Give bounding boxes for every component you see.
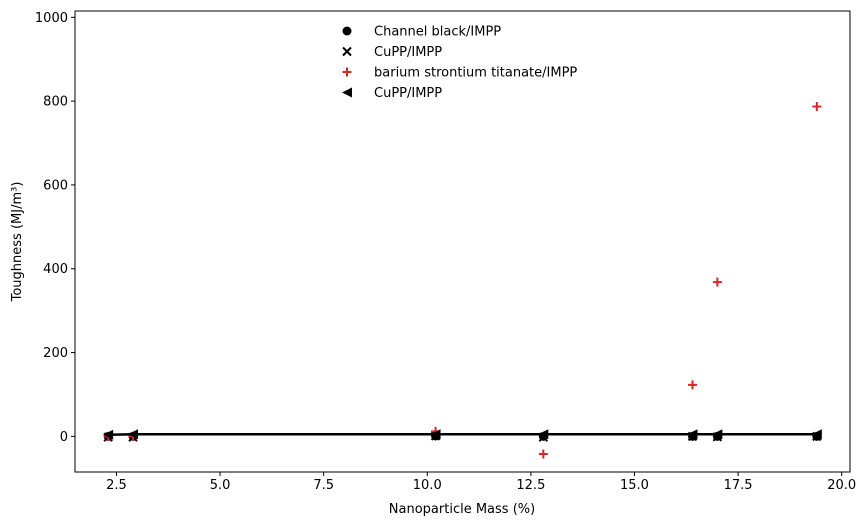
- legend-marker-shape: [342, 26, 352, 36]
- legend-label: CuPP/IMPP: [374, 45, 442, 60]
- data-point-shape: [538, 449, 548, 459]
- legend-marker: [342, 87, 352, 98]
- y-tick-label: 800: [43, 95, 68, 110]
- y-tick-label: 600: [43, 178, 68, 193]
- legend-marker: [342, 26, 352, 36]
- data-point: [538, 429, 549, 440]
- x-tick-label: 15.0: [620, 478, 649, 493]
- x-axis-label: Nanoparticle Mass (%): [389, 502, 535, 517]
- plot-area: [103, 102, 822, 459]
- series-3: [103, 429, 822, 440]
- data-point: [712, 429, 723, 440]
- legend-item: barium strontium titanate/IMPP: [342, 66, 577, 81]
- y-axis-label: Toughness (MJ/m³): [10, 182, 25, 303]
- x-tick-label: 7.5: [313, 478, 334, 493]
- legend-item: CuPP/IMPP: [342, 45, 442, 60]
- data-point-shape: [103, 429, 114, 440]
- legend-label: CuPP/IMPP: [374, 86, 442, 101]
- data-point: [128, 429, 139, 440]
- legend-marker-shape: [342, 67, 352, 77]
- data-point-shape: [128, 429, 139, 440]
- x-tick-label: 12.5: [516, 478, 545, 493]
- plot-frame: [74, 10, 851, 473]
- legend-marker: [342, 46, 352, 57]
- data-point-shape: [812, 102, 822, 112]
- data-point-shape: [712, 429, 723, 440]
- y-tick-label: 0: [60, 430, 68, 445]
- data-point-shape: [430, 429, 441, 440]
- legend-label: barium strontium titanate/IMPP: [374, 66, 577, 81]
- x-tick-label: 20.0: [827, 478, 856, 493]
- y-tick-label: 400: [43, 262, 68, 277]
- x-tick-label: 10.0: [413, 478, 442, 493]
- data-point: [538, 449, 548, 459]
- legend-label: Channel black/IMPP: [374, 25, 501, 40]
- x-axis: 2.5 5.0 7.5 10.0 12.5 15.0 17.5 20.0: [106, 472, 856, 493]
- legend-marker-shape: [342, 46, 352, 57]
- data-point-shape: [811, 429, 822, 440]
- data-point: [103, 429, 114, 440]
- legend-marker-shape: [342, 87, 352, 98]
- data-point-shape: [538, 429, 549, 440]
- x-tick-label: 2.5: [106, 478, 127, 493]
- data-point: [811, 429, 822, 440]
- data-point: [688, 380, 698, 390]
- data-point: [430, 429, 441, 440]
- data-point: [712, 277, 722, 287]
- legend: Channel black/IMPP CuPP/IMPP barium stront…: [342, 25, 577, 101]
- data-point-shape: [712, 277, 722, 287]
- data-point-shape: [688, 380, 698, 390]
- data-point-shape: [687, 429, 698, 440]
- y-tick-label: 1000: [35, 11, 68, 26]
- x-tick-label: 17.5: [724, 478, 753, 493]
- y-axis: 0 200 400 600 800 1000: [35, 11, 75, 445]
- legend-item: Channel black/IMPP: [342, 25, 501, 40]
- data-point: [687, 429, 698, 440]
- y-tick-label: 200: [43, 346, 68, 361]
- data-point: [812, 102, 822, 112]
- x-tick-label: 5.0: [210, 478, 231, 493]
- legend-marker: [342, 67, 352, 77]
- legend-item: CuPP/IMPP: [342, 86, 442, 101]
